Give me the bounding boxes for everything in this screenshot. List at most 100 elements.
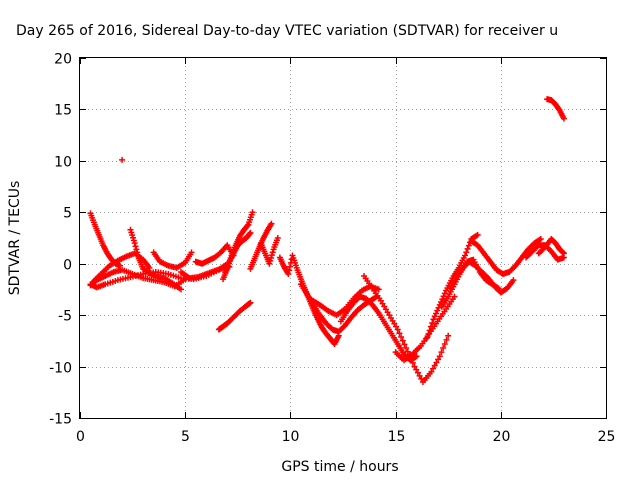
- data-point: [394, 326, 401, 333]
- data-point: [286, 267, 293, 274]
- data-point: [375, 286, 382, 293]
- data-point: [146, 264, 153, 271]
- data-point: [249, 209, 256, 216]
- data-point: [177, 286, 184, 293]
- data-point: [462, 252, 469, 259]
- data-point: [134, 249, 141, 256]
- y-tick-label: 10: [54, 155, 72, 171]
- data-point: [413, 353, 420, 360]
- data-point: [416, 372, 423, 379]
- data-point: [119, 156, 126, 163]
- data-point: [432, 310, 439, 317]
- x-tick-label: 15: [388, 429, 406, 445]
- data-point: [404, 348, 411, 355]
- y-tick-label: 5: [63, 206, 72, 222]
- data-point: [464, 245, 471, 252]
- series-track-f: [150, 249, 195, 271]
- data-point: [269, 249, 276, 256]
- data-point: [428, 368, 435, 375]
- data-point: [131, 240, 138, 247]
- chart-title: Day 265 of 2016, Sidereal Day-to-day VTE…: [16, 23, 558, 39]
- data-point: [274, 235, 281, 241]
- x-tick-label: 0: [76, 429, 85, 445]
- data-point: [560, 115, 567, 122]
- data-point: [430, 365, 437, 372]
- data-point: [451, 293, 458, 300]
- data-point: [418, 375, 425, 382]
- data-point: [268, 254, 275, 261]
- data-point: [560, 250, 567, 257]
- series-track-x: [523, 242, 567, 263]
- data-point: [510, 277, 517, 284]
- data-point: [474, 231, 481, 238]
- data-point: [441, 340, 448, 347]
- series-track-n: [276, 252, 342, 347]
- series-track-e: [127, 226, 184, 293]
- data-point: [435, 356, 442, 363]
- data-point: [443, 336, 450, 343]
- data-point: [413, 366, 420, 373]
- plot-frame: [79, 57, 607, 419]
- series-outlier: [119, 156, 126, 163]
- data-point: [537, 236, 544, 243]
- data-point: [401, 341, 408, 348]
- data-point: [188, 249, 195, 256]
- data-point: [434, 307, 441, 314]
- data-point: [409, 359, 416, 366]
- data-point: [268, 220, 275, 227]
- series-track-r: [361, 273, 452, 385]
- series-track-j: [222, 229, 254, 275]
- x-axis-title: GPS time / hours: [281, 459, 398, 475]
- data-point: [247, 229, 254, 236]
- series-track-w: [468, 236, 544, 277]
- data-point: [445, 332, 452, 339]
- data-point: [465, 242, 472, 249]
- series-track-m: [257, 235, 281, 267]
- y-tick-label: -15: [49, 412, 72, 428]
- data-point: [133, 246, 140, 253]
- series-track-h: [192, 242, 237, 267]
- data-point: [425, 331, 432, 338]
- data-point: [396, 330, 403, 337]
- data-point: [431, 362, 438, 369]
- y-tick-label: 20: [54, 52, 72, 68]
- data-point: [435, 304, 442, 311]
- data-point: [426, 327, 433, 334]
- data-point: [135, 252, 142, 259]
- series-track-y: [535, 236, 567, 257]
- data-point: [398, 333, 405, 340]
- data-point: [440, 345, 447, 352]
- y-tick-label: 15: [54, 103, 72, 119]
- data-point: [244, 222, 251, 229]
- data-point: [427, 323, 434, 330]
- x-tick-label: 10: [282, 429, 300, 445]
- data-series: [87, 96, 567, 385]
- data-point: [267, 257, 274, 264]
- data-point: [414, 369, 421, 376]
- data-point: [438, 349, 445, 356]
- data-point: [399, 337, 406, 344]
- data-point: [429, 319, 436, 326]
- data-point: [433, 359, 440, 366]
- y-tick-label: 0: [63, 258, 72, 274]
- axis-ticks: 0 5 10 15 20 25 -15 -10 -5 0 5 10 15 20: [49, 52, 615, 446]
- data-point: [286, 263, 293, 270]
- data-point: [116, 262, 123, 269]
- data-point: [424, 334, 431, 341]
- data-point: [403, 345, 410, 352]
- data-point: [411, 363, 418, 370]
- series-track-v: [447, 258, 517, 296]
- data-point: [463, 249, 470, 256]
- data-point: [436, 353, 443, 360]
- data-point: [266, 260, 273, 267]
- data-point: [285, 271, 292, 277]
- y-axis-title: SDTVAR / TECUs: [7, 181, 23, 296]
- x-tick-label: 25: [598, 429, 616, 445]
- series-track-z: [544, 96, 567, 122]
- data-point: [560, 249, 567, 256]
- series-track-q: [337, 293, 420, 364]
- data-point: [132, 243, 139, 250]
- gridlines: [80, 58, 606, 418]
- y-tick-label: -10: [49, 361, 72, 377]
